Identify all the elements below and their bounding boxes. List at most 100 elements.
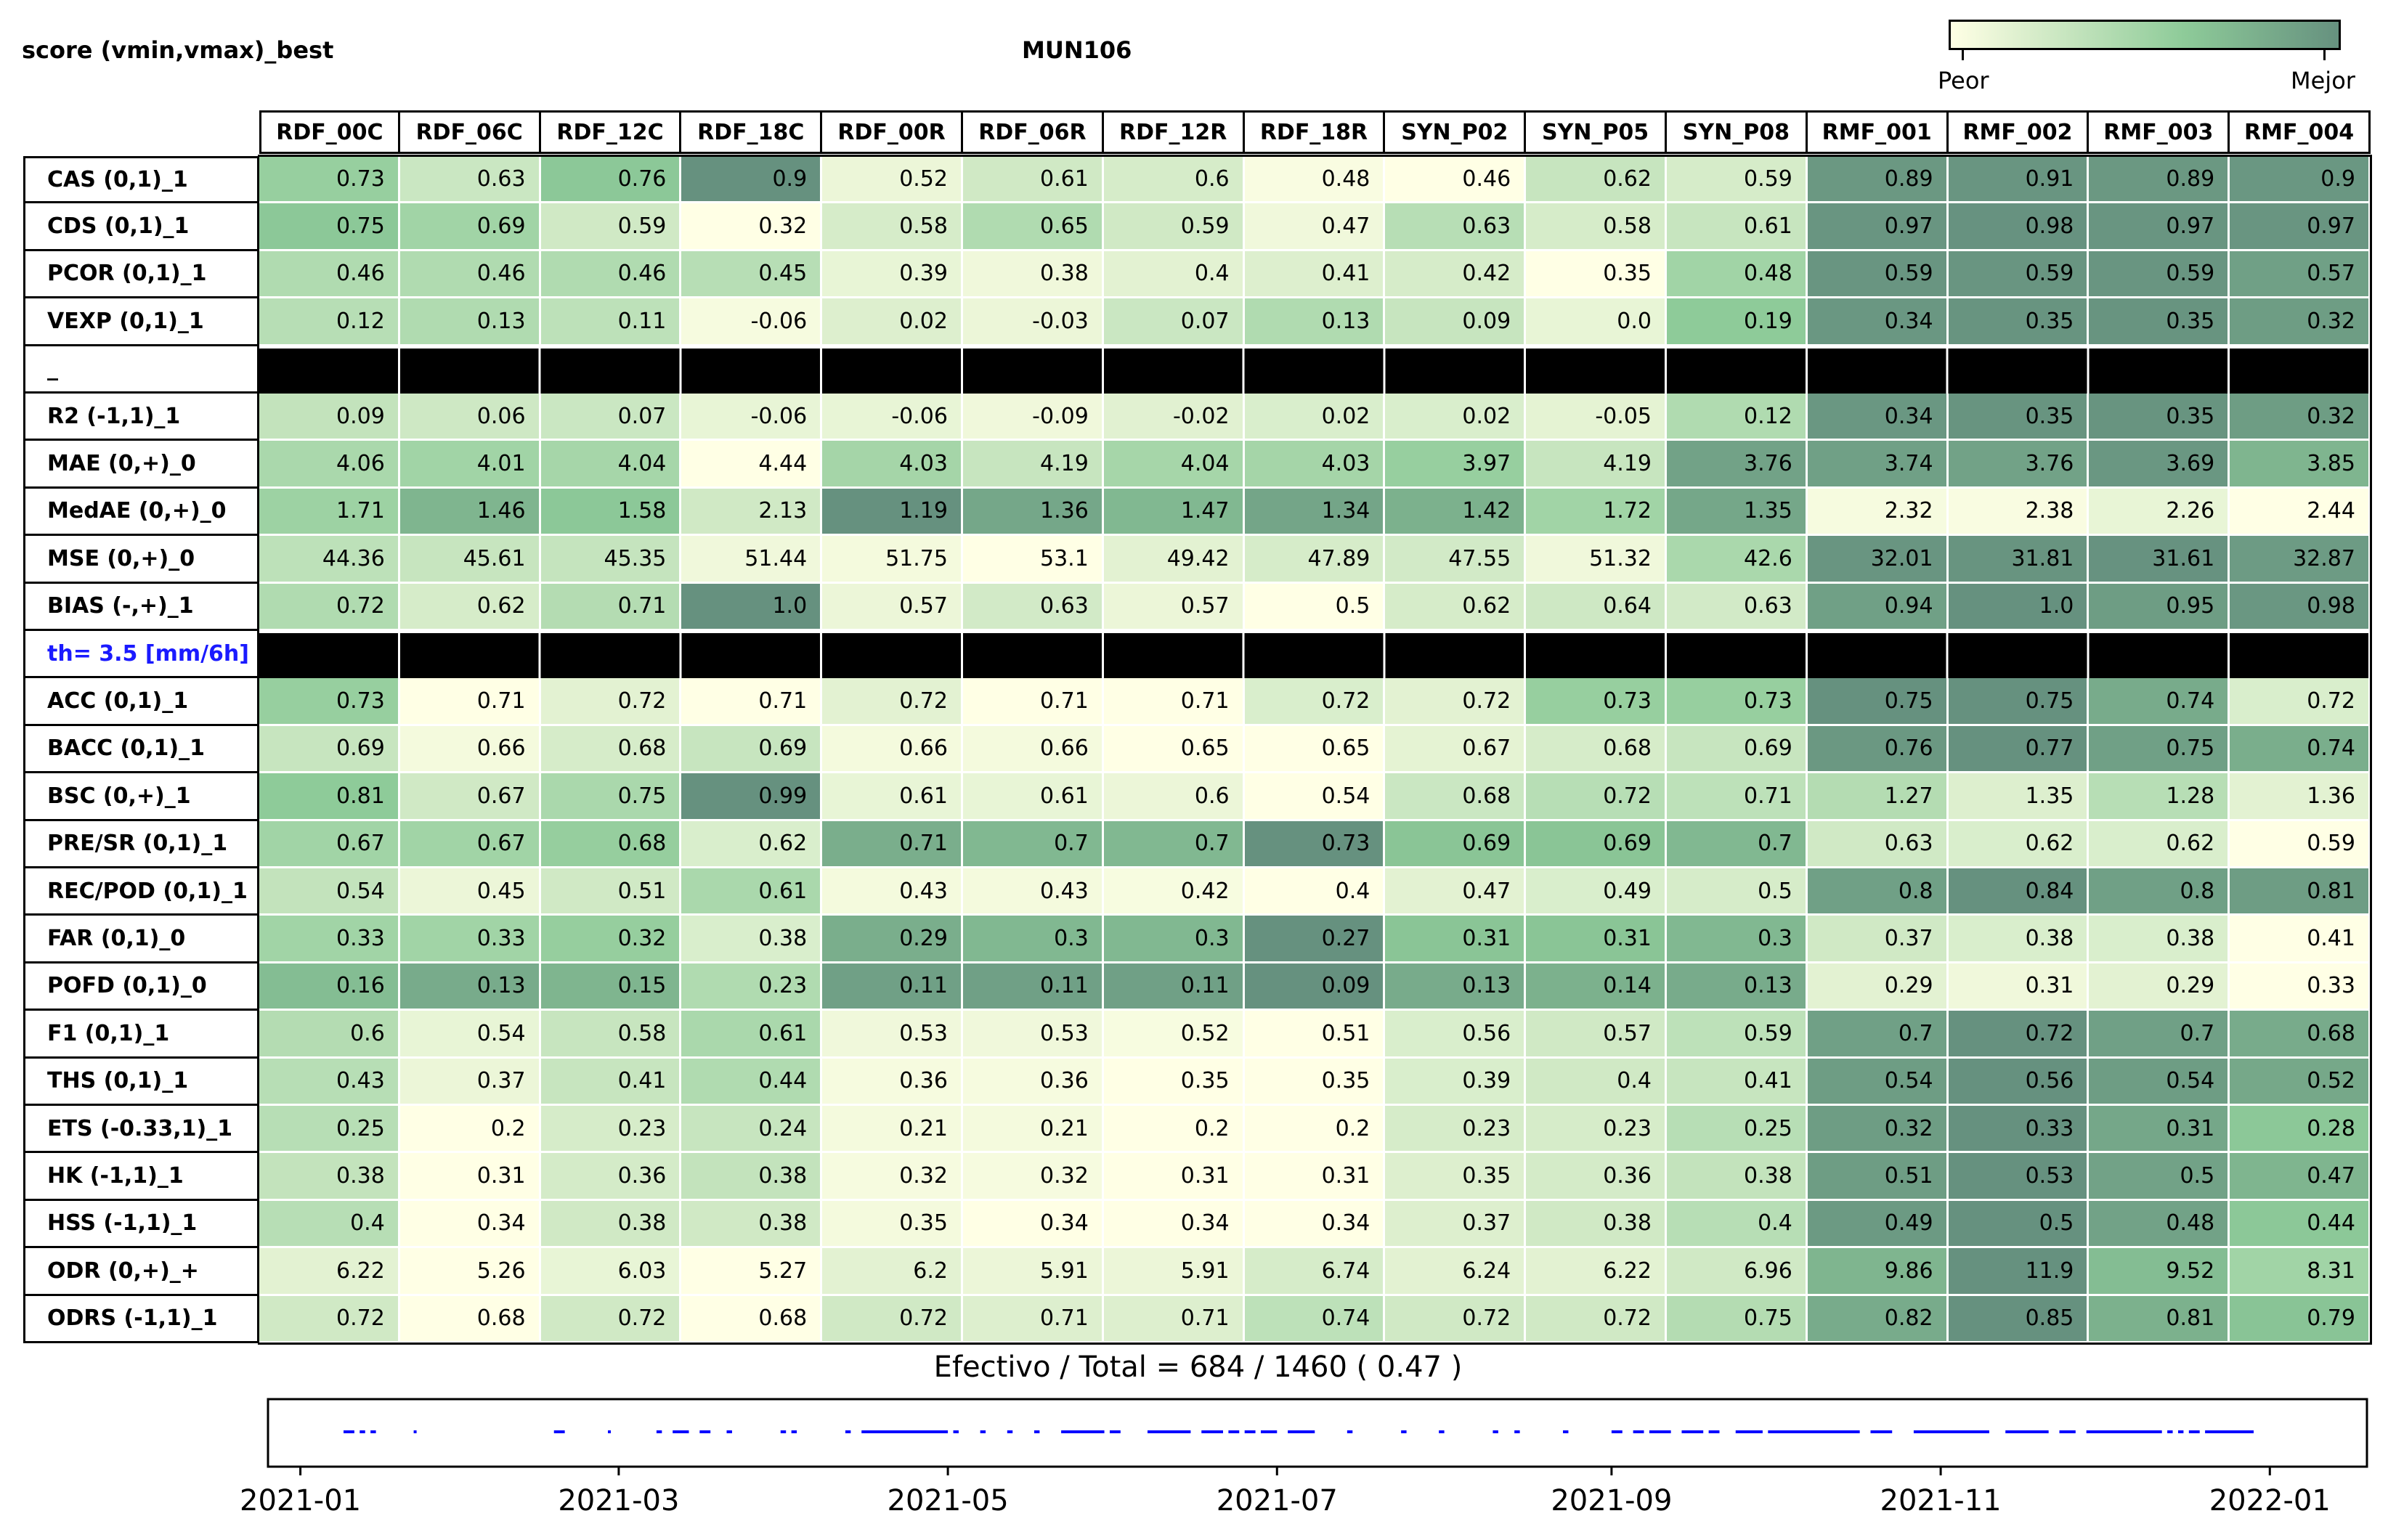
heatmap-cell: 3.74 bbox=[1807, 441, 1949, 489]
heatmap-cell: 0.11 bbox=[822, 963, 963, 1011]
heatmap-cell: 0.49 bbox=[1807, 1200, 1949, 1249]
heatmap-cell: 51.32 bbox=[1526, 536, 1667, 584]
heatmap-cell: 0.59 bbox=[1667, 156, 1808, 204]
heatmap-cell: 0.44 bbox=[681, 1058, 823, 1106]
heatmap-cell: 0.9 bbox=[681, 156, 823, 204]
heatmap-cell: 0.84 bbox=[1948, 868, 2090, 916]
heatmap-cell: 2.26 bbox=[2089, 488, 2230, 537]
heatmap-cell: 0.34 bbox=[963, 1200, 1104, 1249]
heatmap-cell: 32.87 bbox=[2230, 536, 2371, 584]
heatmap-cell: 0.45 bbox=[399, 868, 541, 916]
heatmap-cell: 0.68 bbox=[2230, 1011, 2371, 1059]
heatmap-cell: 4.03 bbox=[822, 441, 963, 489]
heatmap-cell: 0.71 bbox=[1667, 773, 1808, 821]
heatmap-cell: 0.38 bbox=[540, 1200, 682, 1249]
heatmap-cell: 0.74 bbox=[2089, 678, 2230, 726]
heatmap-cell: 0.68 bbox=[540, 725, 682, 774]
heatmap-cell: 0.35 bbox=[1948, 298, 2090, 346]
heatmap-cell: 0.65 bbox=[963, 203, 1104, 251]
heatmap-cell: 0.29 bbox=[1807, 963, 1949, 1011]
heatmap-cell: 0.46 bbox=[399, 250, 541, 299]
heatmap-cell: 2.32 bbox=[1807, 488, 1949, 537]
heatmap-cell: 31.81 bbox=[1948, 536, 2090, 584]
row-label: PCOR (0,1)_1 bbox=[23, 250, 259, 299]
heatmap-cell: 0.75 bbox=[540, 773, 682, 821]
heatmap-cell: 0.46 bbox=[540, 250, 682, 299]
heatmap-cell: 6.2 bbox=[822, 1248, 963, 1296]
heatmap-cell: 0.57 bbox=[822, 583, 963, 631]
heatmap-cell: 0.5 bbox=[1244, 583, 1386, 631]
heatmap-cell: 0.75 bbox=[1807, 678, 1949, 726]
heatmap-cell: 0.36 bbox=[540, 1153, 682, 1201]
heatmap-cell: 0.19 bbox=[1667, 298, 1808, 346]
heatmap-cell: 6.22 bbox=[259, 1248, 400, 1296]
heatmap-cell: 0.13 bbox=[1244, 298, 1386, 346]
colorbar-legend bbox=[1949, 20, 2341, 50]
heatmap-cell: 0.41 bbox=[2230, 916, 2371, 963]
column-header-rmf-004: RMF_004 bbox=[2228, 110, 2371, 154]
heatmap-cell: 0.36 bbox=[822, 1058, 963, 1106]
heatmap-cell: 0.7 bbox=[963, 820, 1104, 868]
heatmap-cell: 0.77 bbox=[1948, 725, 2090, 774]
heatmap-cell: 45.61 bbox=[399, 536, 541, 584]
heatmap-cell: 0.63 bbox=[1385, 203, 1527, 251]
heatmap-cell: 0.35 bbox=[1244, 1058, 1386, 1106]
heatmap-cell: -0.06 bbox=[681, 394, 823, 441]
column-header-rdf-12r: RDF_12R bbox=[1101, 110, 1245, 154]
heatmap-cell: 0.81 bbox=[2230, 868, 2371, 916]
effective-total-summary: Efectivo / Total = 684 / 1460 ( 0.47 ) bbox=[933, 1350, 1463, 1384]
heatmap-cell: 4.06 bbox=[259, 441, 400, 489]
colorbar-tick-low bbox=[1962, 50, 1964, 60]
heatmap-cell: 0.11 bbox=[1103, 963, 1245, 1011]
heatmap-cell: 0.69 bbox=[1385, 820, 1527, 868]
heatmap-cell: 0.73 bbox=[1667, 678, 1808, 726]
heatmap-cell: 0.38 bbox=[1526, 1200, 1667, 1249]
heatmap-cell: 0.34 bbox=[1807, 298, 1949, 346]
heatmap-cell: 0.72 bbox=[822, 678, 963, 726]
heatmap-cell: 0.67 bbox=[399, 773, 541, 821]
heatmap-cell: 4.44 bbox=[681, 441, 823, 489]
heatmap-cell: 0.52 bbox=[822, 156, 963, 204]
heatmap-cell: 0.4 bbox=[1103, 250, 1245, 299]
heatmap-cell: 0.54 bbox=[2089, 1058, 2230, 1106]
heatmap-cell: 0.48 bbox=[2089, 1200, 2230, 1249]
heatmap-cell: 0.72 bbox=[1385, 678, 1527, 726]
heatmap-cell: 0.67 bbox=[259, 820, 400, 868]
x-axis-tick-label: 2021-07 bbox=[1217, 1484, 1338, 1517]
heatmap-cell: 0.41 bbox=[540, 1058, 682, 1106]
heatmap-cell: 0.32 bbox=[2230, 298, 2371, 346]
row-label: HK (-1,1)_1 bbox=[23, 1153, 259, 1201]
heatmap-cell: 0.43 bbox=[963, 868, 1104, 916]
heatmap-cell: 4.19 bbox=[1526, 441, 1667, 489]
heatmap-cell: 0.6 bbox=[1103, 773, 1245, 821]
heatmap-cell: 0.09 bbox=[1385, 298, 1527, 346]
row-label: ETS (-0.33,1)_1 bbox=[23, 1106, 259, 1154]
heatmap-cell: 0.4 bbox=[1667, 1200, 1808, 1249]
heatmap-cell: 0.53 bbox=[1948, 1153, 2090, 1201]
row-label: VEXP (0,1)_1 bbox=[23, 298, 259, 346]
heatmap-cell: 0.54 bbox=[399, 1011, 541, 1059]
heatmap-cell: 0.58 bbox=[540, 1011, 682, 1059]
heatmap-cell: 0.37 bbox=[1807, 916, 1949, 963]
heatmap-cell: 0.16 bbox=[259, 963, 400, 1011]
heatmap-cell: 0.73 bbox=[1526, 678, 1667, 726]
heatmap-cell: 0.12 bbox=[1667, 394, 1808, 441]
heatmap-cell: 0.56 bbox=[1948, 1058, 2090, 1106]
heatmap-cell: 0.72 bbox=[259, 1295, 400, 1343]
heatmap-cell: 2.44 bbox=[2230, 488, 2371, 537]
heatmap-cell: 0.57 bbox=[1103, 583, 1245, 631]
row-label: ODRS (-1,1)_1 bbox=[23, 1295, 259, 1343]
heatmap-cell: 0.69 bbox=[1667, 725, 1808, 774]
column-header-rdf-12c: RDF_12C bbox=[538, 110, 682, 154]
heatmap-cell: 0.66 bbox=[963, 725, 1104, 774]
heatmap-cell: 0.68 bbox=[1526, 725, 1667, 774]
heatmap-cell: 0.37 bbox=[1385, 1200, 1527, 1249]
heatmap-cell: 0.35 bbox=[1385, 1153, 1527, 1201]
column-header-syn-p05: SYN_P05 bbox=[1524, 110, 1667, 154]
row-label: CAS (0,1)_1 bbox=[23, 156, 259, 204]
heatmap-cell: 0.61 bbox=[681, 1011, 823, 1059]
heatmap-cell: 0.33 bbox=[2230, 963, 2371, 1011]
heatmap-cell: 1.0 bbox=[681, 583, 823, 631]
heatmap-cell: 0.62 bbox=[681, 820, 823, 868]
heatmap-cell: 47.89 bbox=[1244, 536, 1386, 584]
